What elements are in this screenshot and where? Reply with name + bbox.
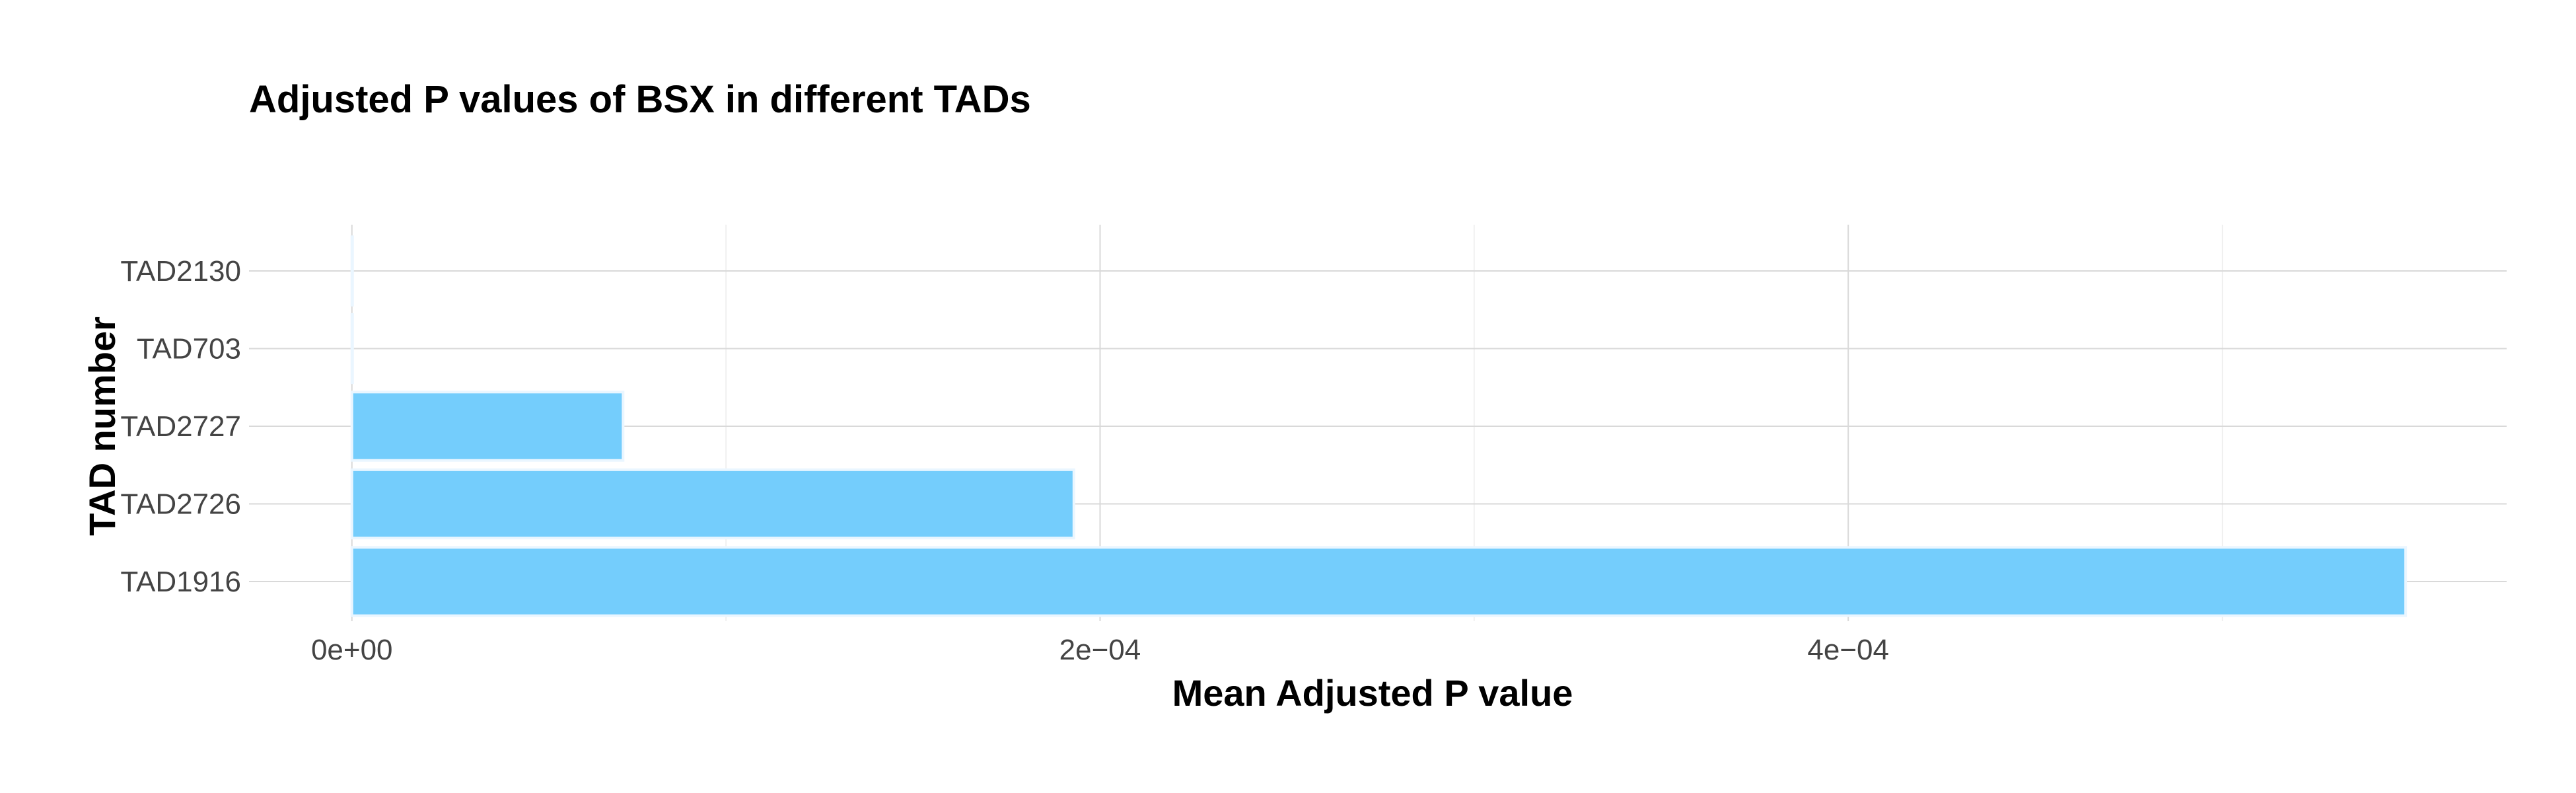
bar-TAD2130 (350, 235, 354, 307)
bars (350, 235, 2408, 617)
x-tick-label-2: 4e−04 (1807, 634, 1889, 666)
x-tick-label-0: 0e+00 (311, 634, 393, 666)
bar-TAD1916 (350, 546, 2408, 617)
bar-TAD2727 (350, 391, 625, 462)
x-tick-label-1: 2e−04 (1059, 634, 1141, 666)
y-tick-label-TAD2726: TAD2726 (120, 488, 241, 521)
bar-TAD703 (350, 313, 354, 385)
y-tick-label-TAD703: TAD703 (137, 333, 241, 365)
y-tick-label-TAD2727: TAD2727 (120, 410, 241, 443)
x-axis-title: Mean Adjusted P value (1172, 672, 1573, 714)
bar-TAD2726 (350, 468, 1075, 540)
y-tick-label-TAD1916: TAD1916 (120, 566, 241, 598)
x-tick-labels: 0e+00 2e−04 4e−04 (311, 634, 1889, 666)
chart-title: Adjusted P values of BSX in different TA… (249, 78, 1031, 121)
y-axis-title: TAD number (81, 317, 123, 536)
y-tick-label-TAD2130: TAD2130 (120, 255, 241, 287)
y-tick-labels: TAD1916 TAD2726 TAD2727 TAD703 TAD2130 (120, 255, 241, 598)
